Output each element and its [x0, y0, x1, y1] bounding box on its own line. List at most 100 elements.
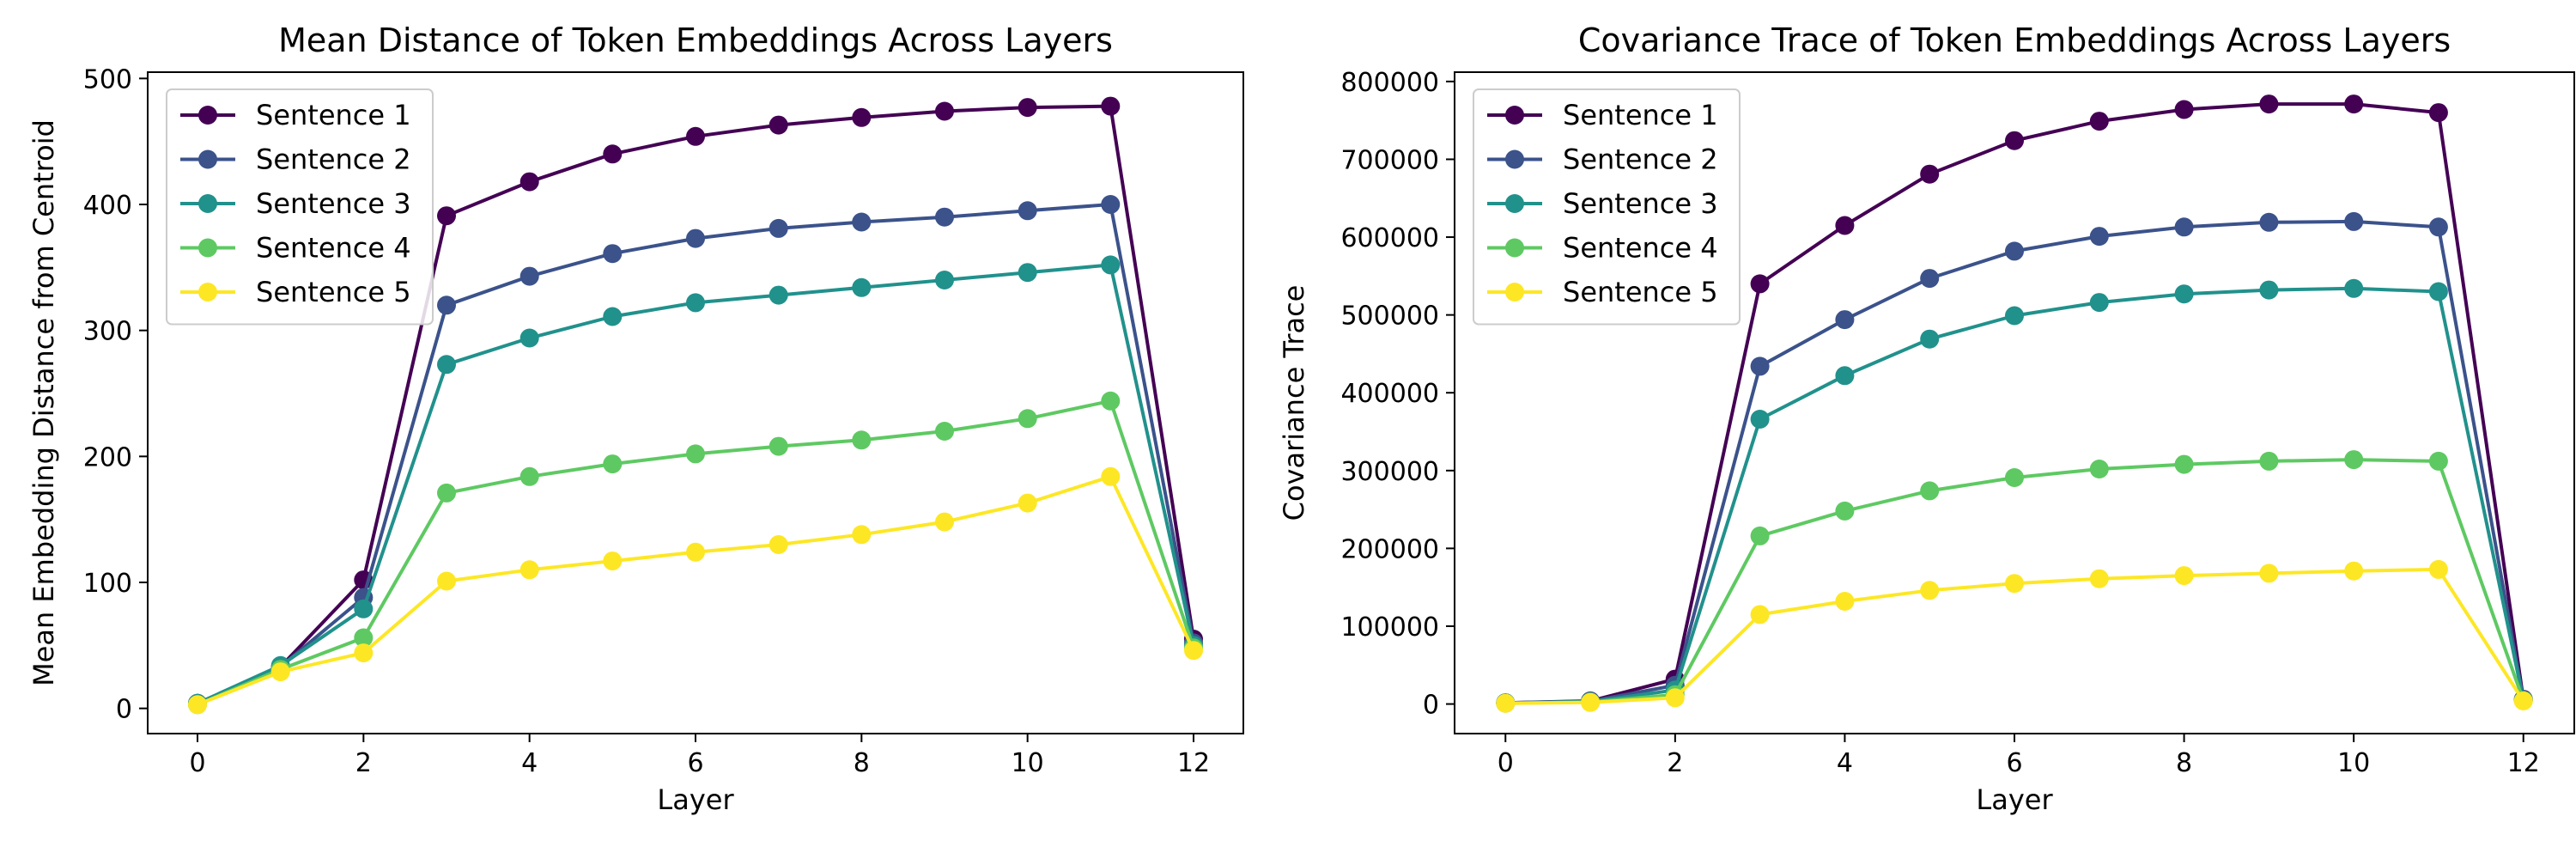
data-point [188, 695, 207, 715]
data-point [437, 355, 456, 375]
x-tick-label: 10 [1012, 748, 1044, 778]
legend: Sentence 1 Sentence 2 Sentence 3 Sentence 4… [166, 88, 434, 326]
legend-label: Sentence 5 [1563, 276, 1718, 308]
data-point [686, 228, 705, 248]
data-point [1835, 310, 1855, 330]
y-tick-label: 700000 [1340, 145, 1439, 175]
y-tick-label: 400 [83, 191, 132, 221]
data-point [354, 628, 374, 648]
data-point [2089, 227, 2109, 247]
data-point [603, 454, 623, 474]
data-point [1018, 409, 1037, 429]
data-point [2174, 100, 2194, 119]
data-point [519, 172, 539, 192]
data-point [1018, 493, 1037, 513]
data-point [935, 207, 954, 227]
data-point [686, 444, 705, 464]
y-tick-label: 600000 [1340, 223, 1439, 253]
data-point [2344, 278, 2364, 298]
data-point [2005, 306, 2024, 326]
y-tick-label: 200 [83, 442, 132, 472]
data-point [1018, 98, 1037, 118]
data-point [2259, 94, 2279, 114]
data-point [769, 115, 788, 135]
y-tick-label: 0 [1423, 691, 1439, 721]
data-point [1835, 501, 1855, 521]
data-point [2344, 561, 2364, 581]
series-line [197, 474, 1195, 707]
data-point [852, 107, 872, 127]
y-axis-label: Mean Embedding Distance from Centroid [27, 119, 60, 686]
data-point [2005, 241, 2024, 261]
data-point [852, 525, 872, 545]
legend-label: Sentence 5 [256, 276, 411, 308]
data-point [1835, 366, 1855, 386]
data-point [1750, 410, 1770, 429]
series-line [197, 263, 1195, 705]
legend-marker [198, 238, 217, 258]
legend-marker [1505, 283, 1524, 302]
legend-label: Sentence 4 [1563, 232, 1718, 265]
x-tick-label: 0 [189, 748, 205, 778]
data-point [354, 599, 374, 618]
x-tick-label: 12 [2507, 748, 2540, 778]
data-point [1665, 688, 1685, 708]
x-tick-label: 2 [355, 748, 372, 778]
data-point [1750, 526, 1770, 545]
x-tick-label: 10 [2337, 748, 2370, 778]
data-point [1101, 391, 1121, 411]
data-point [1750, 274, 1770, 294]
data-point [519, 328, 539, 348]
x-tick-label: 4 [1837, 748, 1853, 778]
data-point [2005, 468, 2024, 487]
legend: Sentence 1 Sentence 2 Sentence 3 Sentence 4… [1473, 88, 1741, 326]
data-point [2089, 112, 2109, 131]
data-point [2428, 559, 2448, 579]
data-point [769, 218, 788, 238]
data-point [686, 542, 705, 562]
series-5 [1496, 559, 2533, 713]
data-point [1750, 356, 1770, 376]
legend-marker [1505, 194, 1524, 213]
legend-label: Sentence 1 [256, 99, 411, 131]
x-axis-label: Layer [657, 783, 734, 816]
data-point [2174, 454, 2194, 474]
data-point [935, 512, 954, 532]
x-axis-label: Layer [1976, 783, 2053, 816]
y-tick-label: 500000 [1340, 302, 1439, 332]
chart-title: Mean Distance of Token Embeddings Across… [278, 21, 1113, 59]
legend-marker [1505, 149, 1524, 169]
legend-box [1473, 88, 1741, 326]
data-point [2259, 212, 2279, 232]
data-point [1496, 693, 1516, 713]
data-point [1018, 263, 1037, 283]
data-point [1920, 269, 1940, 289]
chart-2: 0 2 4 6 8 10 12 0 100000 200000 300000 400000 500000… [1278, 21, 2575, 816]
chart-1: 0 2 4 6 8 10 12 0 100 200 300 400 500 Mean Distance o… [27, 21, 1244, 816]
data-point [603, 244, 623, 264]
data-point [2089, 460, 2109, 478]
series-3 [1496, 278, 2533, 713]
data-point [2005, 574, 2024, 594]
data-point [686, 126, 705, 146]
data-point [2259, 564, 2279, 583]
data-point [437, 295, 456, 315]
data-point [1920, 481, 1940, 501]
legend-label: Sentence 3 [1563, 187, 1718, 220]
data-point [2344, 94, 2364, 114]
data-point [1835, 216, 1855, 235]
x-tick-label: 12 [1177, 748, 1210, 778]
data-point [1101, 96, 1121, 116]
data-point [437, 483, 456, 503]
data-point [2428, 282, 2448, 302]
x-tick-label: 0 [1498, 748, 1514, 778]
legend-marker [198, 283, 217, 302]
data-point [519, 466, 539, 486]
data-point [852, 212, 872, 232]
legend-marker [198, 194, 217, 213]
data-point [852, 430, 872, 450]
data-point [2344, 211, 2364, 231]
data-point [2513, 691, 2533, 710]
data-point [2089, 569, 2109, 588]
data-point [2174, 566, 2194, 586]
